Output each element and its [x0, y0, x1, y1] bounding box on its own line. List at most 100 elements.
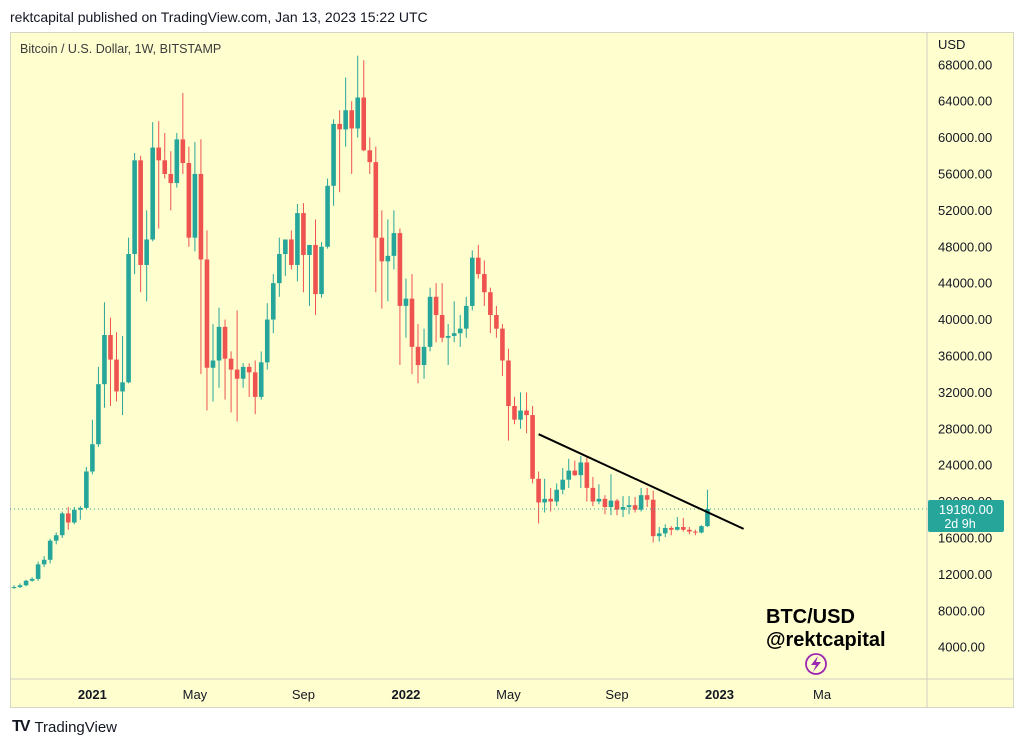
candle-body	[252, 372, 258, 397]
candle-body	[102, 335, 107, 385]
candle	[699, 525, 704, 534]
candle	[457, 315, 463, 347]
candle	[361, 60, 367, 152]
candle	[385, 219, 391, 302]
candle-body	[608, 500, 614, 508]
candle	[705, 489, 710, 528]
candle	[198, 139, 204, 375]
candle	[675, 517, 680, 531]
candle-body	[240, 366, 246, 379]
candle	[210, 324, 216, 402]
candle-body	[222, 326, 228, 359]
candle-body	[656, 533, 662, 537]
last-price-value: 19180.00	[939, 502, 993, 517]
candle-body	[500, 328, 505, 361]
candle	[156, 121, 162, 229]
candle-body	[283, 239, 288, 255]
candle-body	[216, 326, 222, 361]
candle-body	[463, 305, 469, 329]
candle	[53, 532, 59, 545]
candle-body	[144, 239, 149, 265]
candle	[180, 92, 186, 174]
candle-body	[638, 495, 644, 510]
candle	[120, 335, 125, 416]
candle	[277, 237, 282, 297]
candle	[289, 230, 294, 270]
candle-body	[264, 319, 270, 363]
candle-body	[644, 495, 650, 500]
candle	[638, 487, 644, 512]
candle	[96, 366, 101, 447]
candle	[78, 506, 83, 520]
candle-body	[41, 559, 47, 565]
candle	[23, 579, 29, 587]
candle-body	[451, 333, 457, 336]
candle	[216, 307, 222, 388]
price-tick-label: 48000.00	[938, 239, 992, 254]
candle-body	[90, 444, 95, 472]
candle-body	[687, 529, 692, 532]
candle	[542, 478, 547, 513]
candle	[59, 511, 65, 538]
candle-body	[331, 123, 336, 186]
candle-body	[421, 346, 427, 366]
candle	[108, 317, 113, 407]
descending-trendline[interactable]	[538, 433, 745, 530]
candle-body	[590, 487, 596, 502]
candle	[584, 456, 590, 502]
candle-body	[108, 335, 113, 360]
candle	[439, 283, 445, 343]
candle	[204, 230, 210, 411]
candle-body	[397, 233, 403, 306]
candle-body	[47, 540, 53, 560]
candle	[596, 484, 602, 505]
candle	[530, 406, 535, 484]
candle-body	[349, 110, 354, 129]
candle	[264, 303, 270, 370]
candle	[367, 137, 373, 174]
candle	[632, 497, 638, 513]
candle-body	[11, 587, 17, 589]
candle	[331, 119, 336, 206]
candle-body	[53, 535, 59, 541]
candle	[469, 250, 475, 311]
price-tick-label: 28000.00	[938, 421, 992, 436]
candle-body	[96, 384, 101, 445]
candle	[84, 466, 89, 509]
candle-body	[277, 254, 282, 284]
candle	[47, 538, 53, 564]
price-chart[interactable]: Bitcoin / U.S. Dollar, 1W, BITSTAMP USD …	[10, 32, 1014, 708]
candle-body	[554, 489, 559, 502]
candle	[421, 328, 427, 379]
candle	[681, 517, 686, 532]
candle	[488, 287, 493, 334]
candle	[494, 305, 499, 338]
candle	[337, 110, 342, 193]
candle	[240, 363, 246, 388]
candle	[90, 419, 95, 475]
candle	[186, 146, 192, 247]
price-tick-label: 52000.00	[938, 203, 992, 218]
candle	[427, 287, 433, 352]
candle-body	[494, 315, 499, 329]
candle	[560, 467, 566, 495]
candle	[283, 239, 288, 276]
candle-body	[192, 173, 198, 238]
candle-body	[506, 360, 511, 407]
candle-body	[524, 410, 529, 416]
price-tick-label: 68000.00	[938, 57, 992, 72]
time-tick-label: May	[496, 687, 521, 702]
candle-body	[84, 471, 89, 508]
lightning-badge-icon	[805, 653, 827, 675]
candle-body	[566, 470, 572, 480]
price-tick-label: 44000.00	[938, 276, 992, 291]
candle-body	[295, 213, 300, 265]
candle-body	[445, 335, 451, 338]
candle	[301, 203, 306, 293]
candle-body	[668, 527, 674, 530]
candle	[500, 324, 505, 376]
candle-body	[512, 406, 517, 420]
candle-body	[17, 585, 23, 588]
candle-body	[650, 499, 656, 537]
candle-body	[518, 410, 523, 420]
